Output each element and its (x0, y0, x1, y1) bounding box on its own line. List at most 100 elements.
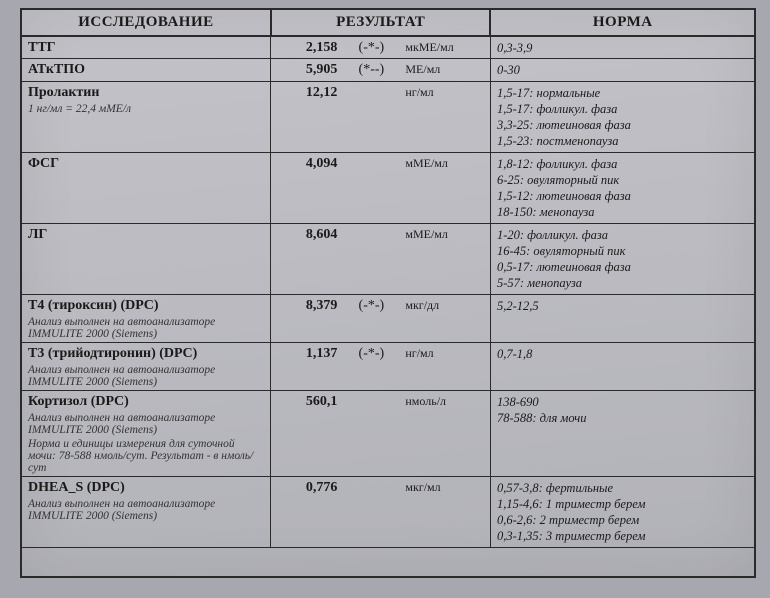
result-value: 5,905 (277, 62, 337, 78)
norm-cell: 0-30 (490, 59, 754, 81)
result-value: 8,379 (277, 298, 337, 314)
test-name-text: Кортизол (DPC) (28, 394, 129, 409)
test-name-text: Т3 (трийодтиронин) (DPC) (28, 346, 197, 361)
result-value: 12,12 (277, 85, 337, 101)
result-value: 0,776 (277, 480, 337, 496)
result-unit: нг/мл (405, 85, 433, 101)
header-test: ИССЛЕДОВАНИЕ (22, 10, 271, 36)
test-name-text: Пролактин (28, 85, 99, 100)
result-value: 560,1 (277, 394, 337, 410)
result-flag (351, 480, 391, 496)
table-row: Пролактин1 нг/мл = 22,4 мМЕ/л12,12нг/мл1… (22, 81, 754, 152)
result-cell: 2,158 (-*-) мкМЕ/мл (271, 36, 491, 59)
test-footnote: Анализ выполнен на автоанализаторе IMMUL… (28, 412, 264, 436)
result-cell: 8,604 мМЕ/мл (271, 223, 491, 294)
table-row: Кортизол (DPC) Анализ выполнен на автоана… (22, 390, 754, 476)
header-norm: НОРМА (490, 10, 754, 36)
result-flag (351, 227, 391, 243)
test-name-text: ЛГ (28, 227, 47, 242)
norm-line: 0,6-2,6: 2 триместр берем (497, 512, 748, 528)
result-flag (351, 394, 391, 410)
result-unit: мМЕ/мл (405, 156, 448, 172)
result-cell: 4,094мМЕ/мл (271, 152, 491, 223)
norm-line: 0,57-3,8: фертильные (497, 480, 748, 496)
result-cell: 8,379 (-*-) мкг/дл (271, 294, 491, 342)
result-flag: (-*-) (351, 40, 391, 56)
result-flag: (*--) (351, 62, 391, 78)
test-name-text: ФСГ (28, 156, 59, 171)
norm-line: 78-588: для мочи (497, 410, 748, 426)
norm-line: 1,15-4,6: 1 триместр берем (497, 496, 748, 512)
table-body: ТТГ 2,158 (-*-) мкМЕ/мл 0,3-3,9 АТкТПО 5,905 (*… (22, 36, 754, 547)
result-value: 2,158 (277, 40, 337, 56)
table-row: Т3 (трийодтиронин) (DPC) Анализ выполнен … (22, 342, 754, 390)
norm-line: 1-20: фолликул. фаза (497, 227, 748, 243)
norm-line: 5-57: менопауза (497, 275, 748, 291)
table-row: Т4 (тироксин) (DPC) Анализ выполнен на ав… (22, 294, 754, 342)
result-value: 1,137 (277, 346, 337, 362)
test-footnote: Анализ выполнен на автоанализаторе IMMUL… (28, 364, 264, 388)
result-cell: 0,776 мкг/мл (271, 476, 491, 547)
result-unit: МЕ/мл (405, 62, 440, 78)
header-result: РЕЗУЛЬТАТ (271, 10, 491, 36)
result-value: 8,604 (277, 227, 337, 243)
norm-cell: 0,57-3,8: фертильные1,15-4,6: 1 триместр… (490, 476, 754, 547)
test-name: DHEA_S (DPC)Анализ выполнен на автоанали… (22, 476, 271, 547)
table-row: DHEA_S (DPC)Анализ выполнен на автоанали… (22, 476, 754, 547)
result-cell: 5,905 (*--) МЕ/мл (271, 59, 491, 81)
norm-cell: 0,3-3,9 (490, 36, 754, 59)
result-unit: мкг/мл (405, 480, 440, 496)
norm-line: 16-45: овуляторный пик (497, 243, 748, 259)
result-cell: 12,12 нг/мл (271, 81, 491, 152)
norm-line: 6-25: овуляторный пик (497, 172, 748, 188)
result-unit: нмоль/л (405, 394, 446, 410)
norm-line: 138-690 (497, 394, 748, 410)
test-name: Пролактин 1 нг/мл = 22,4 мМЕ/л (22, 81, 271, 152)
header-row: ИССЛЕДОВАНИЕ РЕЗУЛЬТАТ НОРМА (22, 10, 754, 36)
norm-line: 1,5-23: постменопауза (497, 133, 748, 149)
test-name: ЛГ (22, 223, 271, 294)
test-footnote: 1 нг/мл = 22,4 мМЕ/л (28, 103, 264, 115)
test-name: Кортизол (DPC) Анализ выполнен на автоана… (22, 390, 271, 476)
test-name: ФСГ (22, 152, 271, 223)
result-unit: нг/мл (405, 346, 433, 362)
result-cell: 560,1 нмоль/л (271, 390, 491, 476)
norm-cell: 138-69078-588: для мочи (490, 390, 754, 476)
norm-line: 3,3-25: лютеиновая фаза (497, 117, 748, 133)
table-row: АТкТПО 5,905 (*--) МЕ/мл 0-30 (22, 59, 754, 81)
test-name-text: Т4 (тироксин) (DPC) (28, 298, 159, 313)
norm-line: 0,3-1,35: 3 триместр берем (497, 528, 748, 544)
result-unit: мкг/дл (405, 298, 439, 314)
result-cell: 1,137 (-*-) нг/мл (271, 342, 491, 390)
norm-line: 18-150: менопауза (497, 204, 748, 220)
result-unit: мМЕ/мл (405, 227, 448, 243)
norm-cell: 1,5-17: нормальные1,5-17: фолликул. фаза… (490, 81, 754, 152)
result-flag: (-*-) (351, 298, 391, 314)
results-table: ИССЛЕДОВАНИЕ РЕЗУЛЬТАТ НОРМА ТТГ 2,158 (-*… (22, 10, 754, 548)
result-flag: (-*-) (351, 346, 391, 362)
test-extra-note: Норма и единицы измерения для суточной м… (28, 438, 264, 474)
test-name: Т4 (тироксин) (DPC) Анализ выполнен на ав… (22, 294, 271, 342)
norm-cell: 1-20: фолликул. фаза16-45: овуляторный п… (490, 223, 754, 294)
norm-line: 1,5-17: фолликул. фаза (497, 101, 748, 117)
norm-line: 0,5-17: лютеиновая фаза (497, 259, 748, 275)
test-name-text: ТТГ (28, 40, 56, 55)
norm-line: 5,2-12,5 (497, 298, 748, 314)
table-row: ЛГ 8,604 мМЕ/мл 1-20: фолликул. фаза16-45: … (22, 223, 754, 294)
test-name: АТкТПО (22, 59, 271, 81)
result-unit: мкМЕ/мл (405, 40, 453, 56)
norm-line: 1,8-12: фолликул. фаза (497, 156, 748, 172)
test-name-text: АТкТПО (28, 62, 85, 77)
test-name-text: DHEA_S (DPC) (28, 480, 125, 495)
lab-report-sheet: ИССЛЕДОВАНИЕ РЕЗУЛЬТАТ НОРМА ТТГ 2,158 (-*… (20, 8, 756, 578)
norm-cell: 5,2-12,5 (490, 294, 754, 342)
result-flag (351, 156, 391, 172)
norm-line: 1,5-12: лютеиновая фаза (497, 188, 748, 204)
table-row: ТТГ 2,158 (-*-) мкМЕ/мл 0,3-3,9 (22, 36, 754, 59)
test-footnote: Анализ выполнен на автоанализаторе IMMUL… (28, 316, 264, 340)
norm-cell: 0,7-1,8 (490, 342, 754, 390)
table-row: ФСГ 4,094мМЕ/мл 1,8-12: фолликул. фаза6-25… (22, 152, 754, 223)
norm-line: 1,5-17: нормальные (497, 85, 748, 101)
norm-line: 0,7-1,8 (497, 346, 748, 362)
test-name: Т3 (трийодтиронин) (DPC) Анализ выполнен … (22, 342, 271, 390)
